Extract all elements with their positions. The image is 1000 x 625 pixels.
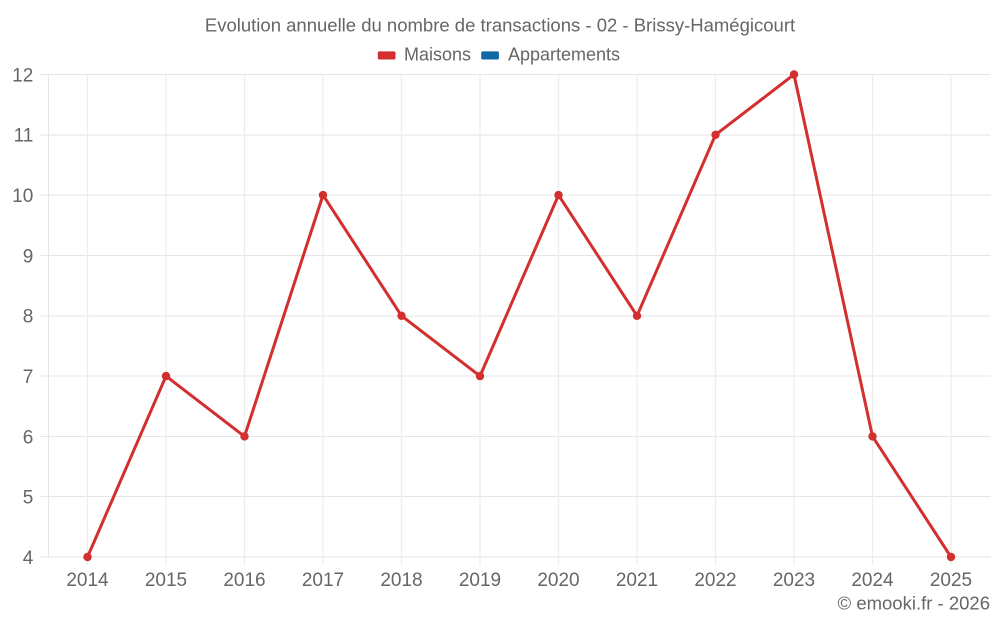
svg-text:2023: 2023 (773, 570, 815, 591)
svg-text:5: 5 (23, 488, 34, 509)
svg-text:Maisons: Maisons (404, 44, 471, 64)
svg-text:2016: 2016 (223, 570, 265, 591)
svg-text:Evolution annuelle du nombre d: Evolution annuelle du nombre de transact… (205, 15, 795, 36)
svg-text:2018: 2018 (380, 570, 422, 591)
svg-text:7: 7 (23, 367, 34, 388)
svg-text:10: 10 (12, 186, 33, 207)
svg-text:2015: 2015 (145, 570, 187, 591)
svg-text:8: 8 (23, 307, 34, 328)
svg-text:11: 11 (14, 126, 34, 147)
svg-text:2025: 2025 (930, 570, 972, 591)
svg-text:© emooki.fr - 2026: © emooki.fr - 2026 (838, 592, 990, 613)
svg-text:2024: 2024 (851, 570, 894, 591)
svg-text:6: 6 (23, 427, 34, 448)
svg-text:2019: 2019 (459, 570, 501, 591)
svg-text:2022: 2022 (694, 570, 736, 591)
svg-text:2021: 2021 (616, 570, 658, 591)
svg-text:4: 4 (23, 548, 34, 569)
svg-text:2014: 2014 (66, 570, 109, 591)
svg-text:12: 12 (12, 65, 33, 86)
svg-text:2017: 2017 (302, 570, 344, 591)
svg-text:2020: 2020 (537, 570, 579, 591)
svg-text:Appartements: Appartements (508, 44, 620, 64)
svg-text:9: 9 (23, 246, 34, 267)
